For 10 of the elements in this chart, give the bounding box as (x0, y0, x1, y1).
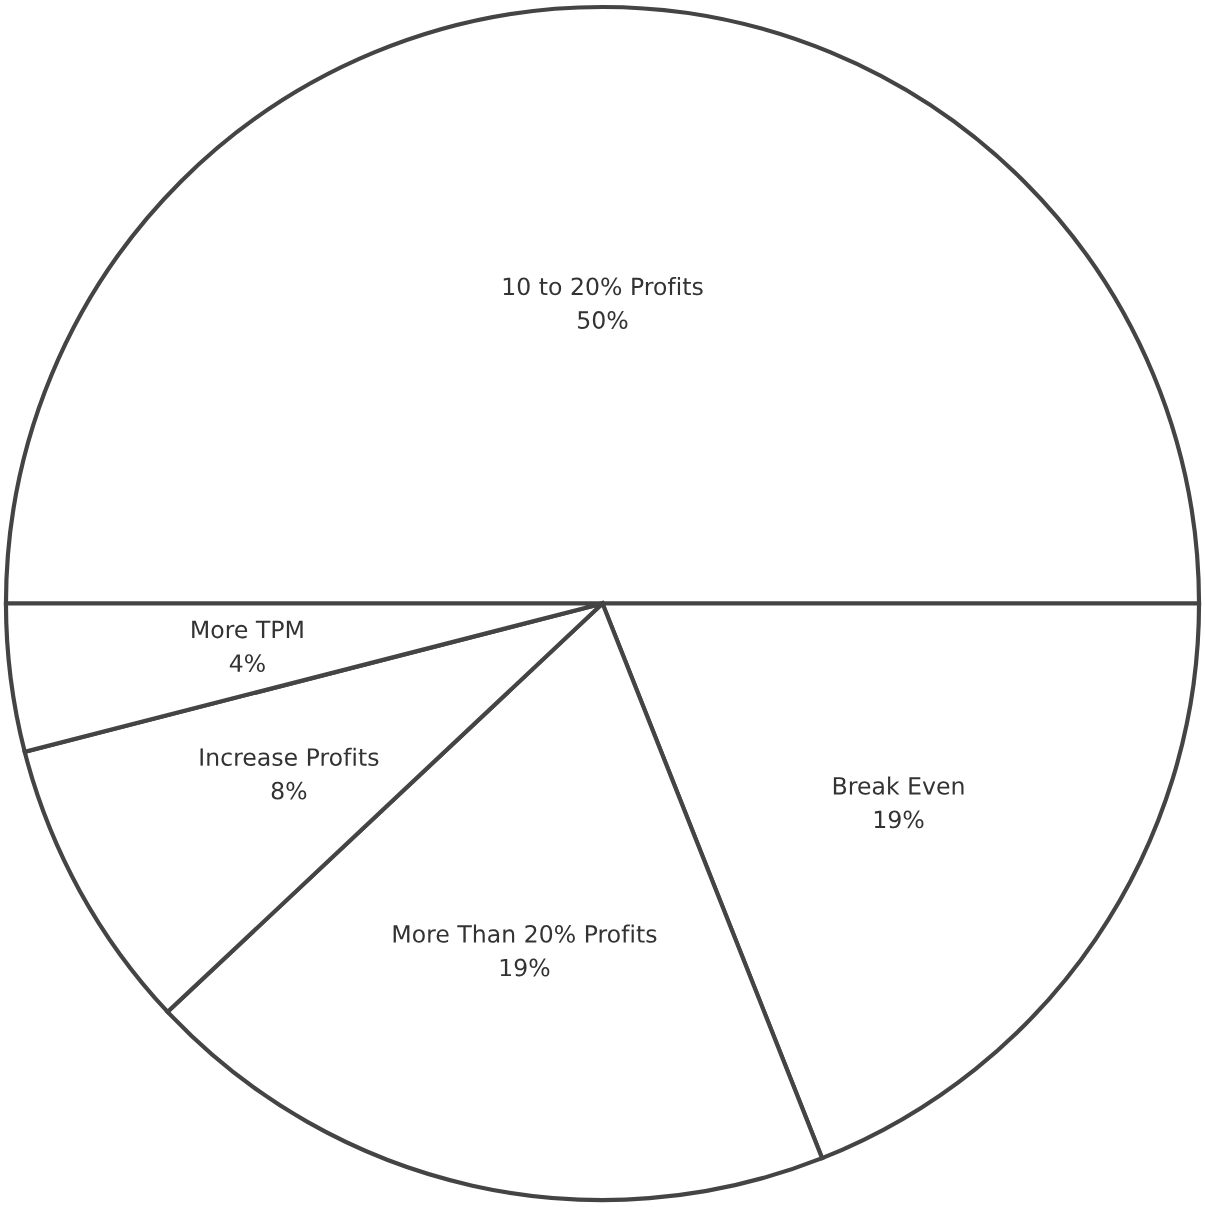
slice-label: Increase Profits (200, 747, 379, 766)
slice-label: Break Even (833, 776, 964, 795)
slice-label: More TPM (192, 620, 303, 639)
slice-label: 10 to 20% Profits (503, 277, 703, 296)
data-label: 50% (578, 311, 628, 329)
data-label: 8% (271, 781, 307, 800)
data-label: 19% (500, 958, 550, 977)
data-label: 4% (229, 654, 265, 673)
slice-label: More Than 20% Profits (393, 924, 657, 943)
data-label: 19% (874, 810, 924, 829)
